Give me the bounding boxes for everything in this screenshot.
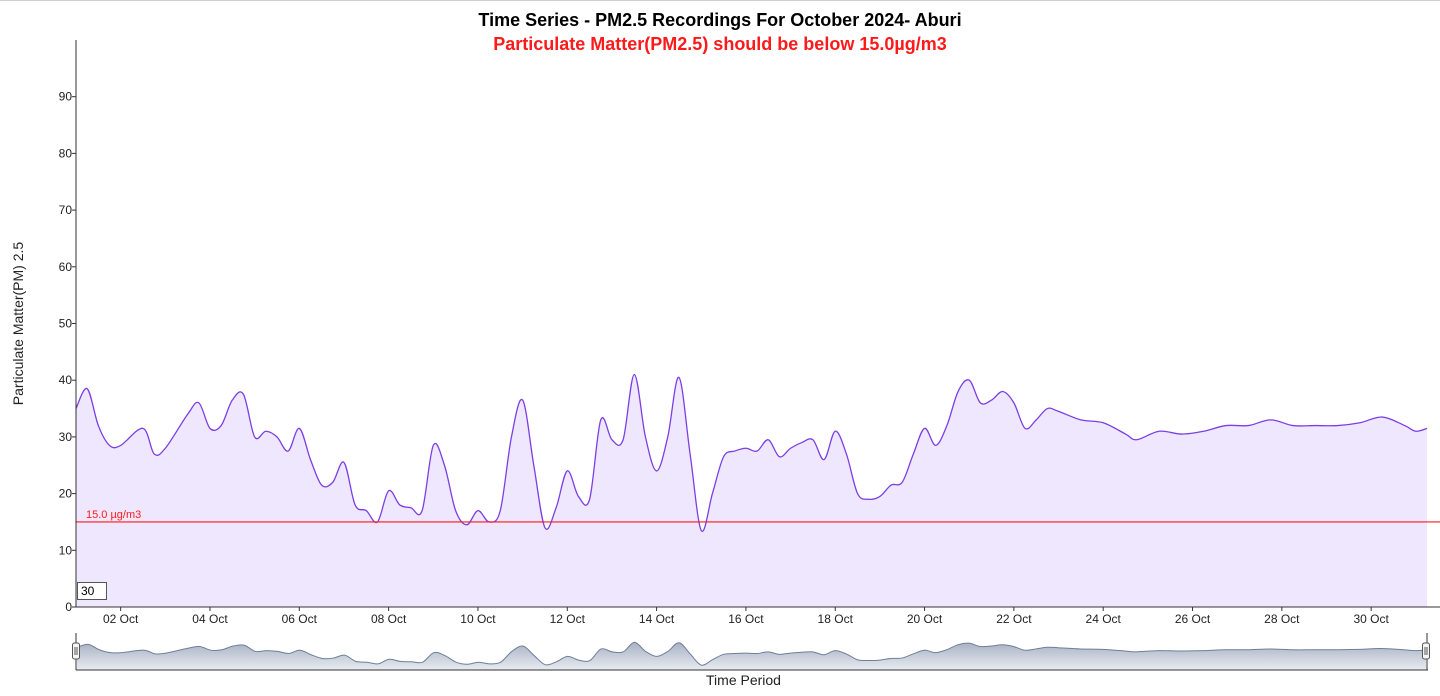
x-tick-label: 02 Oct: [103, 612, 139, 626]
x-tick-label: 30 Oct: [1353, 612, 1389, 626]
threshold-group: 15.0 µg/m3: [76, 509, 1440, 523]
series-fill: [76, 374, 1427, 607]
chart-title: Time Series - PM2.5 Recordings For Octob…: [478, 10, 962, 30]
y-tick-label: 70: [59, 203, 73, 217]
x-tick-label: 16 Oct: [728, 612, 764, 626]
y-axis-label: Particulate Matter(PM) 2.5: [10, 242, 26, 406]
x-tick-label: 18 Oct: [818, 612, 854, 626]
navigator-line: [76, 641, 1427, 666]
chart-subtitle: Particulate Matter(PM2.5) should be belo…: [493, 34, 947, 54]
y-tick-label: 50: [59, 317, 73, 331]
x-tick-label: 26 Oct: [1175, 612, 1211, 626]
x-tick-label: 24 Oct: [1086, 612, 1122, 626]
top-border: [0, 0, 1440, 1]
x-tick-label: 04 Oct: [192, 612, 228, 626]
navigator-right-handle[interactable]: [1422, 642, 1430, 660]
y-tick-label: 60: [59, 260, 73, 274]
x-tick-label: 08 Oct: [371, 612, 407, 626]
series-area: [75, 373, 1428, 607]
y-tick-label: 40: [59, 373, 73, 387]
y-tick-label: 30: [59, 430, 73, 444]
navigator-left-handle[interactable]: [72, 642, 80, 660]
series-line: [75, 373, 1428, 532]
navigator[interactable]: [72, 633, 1430, 671]
y-tick-label: 90: [59, 90, 73, 104]
x-axis-ticks: 02 Oct 04 Oct 06 Oct 08 Oct 10 Oct 12 Oct 14 O…: [103, 607, 1390, 626]
y-tick-label: 80: [59, 146, 73, 160]
window-size-input[interactable]: 30: [77, 582, 107, 600]
x-tick-label: 12 Oct: [550, 612, 586, 626]
navigator-area: [77, 642, 1426, 670]
x-tick-label: 22 Oct: [996, 612, 1032, 626]
x-tick-label: 10 Oct: [460, 612, 496, 626]
y-axis-ticks: 0 10 20 30 40 50 60 70 80 90: [59, 90, 76, 614]
x-tick-label: 28 Oct: [1264, 612, 1300, 626]
x-tick-label: 20 Oct: [907, 612, 943, 626]
x-tick-label: 06 Oct: [282, 612, 318, 626]
y-tick-label: 0: [65, 600, 72, 614]
threshold-label: 15.0 µg/m3: [86, 509, 141, 521]
x-axis-label: Time Period: [706, 672, 781, 688]
y-tick-label: 10: [59, 543, 73, 557]
y-tick-label: 20: [59, 487, 73, 501]
x-tick-label: 14 Oct: [639, 612, 675, 626]
